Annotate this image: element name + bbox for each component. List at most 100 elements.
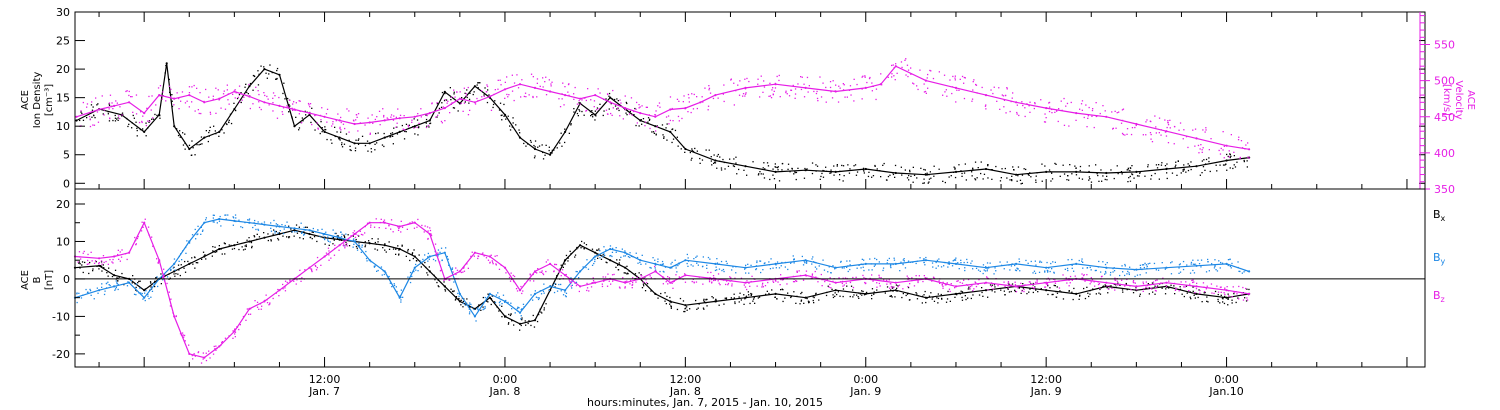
bz-point — [1023, 288, 1025, 291]
by-data-point — [338, 236, 341, 239]
by-point — [924, 264, 926, 266]
velocity-point — [1237, 139, 1240, 141]
by-point — [664, 266, 667, 268]
bz-point — [830, 287, 832, 289]
by-data-point — [1135, 268, 1138, 271]
bz-point — [852, 286, 855, 289]
velocity-point — [757, 78, 759, 80]
by-point — [937, 265, 939, 267]
bz-point — [731, 283, 733, 285]
bz-point — [1036, 279, 1038, 281]
ion-density-point — [321, 131, 323, 133]
bz-data-point — [1248, 292, 1251, 295]
bz-point — [1028, 281, 1030, 283]
velocity-point — [135, 94, 138, 96]
by-point — [748, 272, 750, 274]
bz-point — [945, 284, 948, 286]
by-point — [1105, 272, 1107, 274]
velocity-point — [1198, 152, 1200, 154]
ion-density-data-point — [984, 167, 988, 171]
velocity-point — [856, 83, 858, 86]
ion-density-point — [676, 136, 678, 138]
bz-point — [1162, 277, 1164, 279]
by-point — [830, 272, 832, 274]
bz-point — [102, 255, 105, 257]
bz-data-point — [368, 221, 371, 224]
ion-density-point — [887, 175, 890, 178]
ion-density-point — [1131, 173, 1133, 175]
by-point — [932, 266, 934, 268]
bz-point — [1033, 286, 1035, 289]
bz-point — [1155, 286, 1157, 288]
bz-point — [911, 277, 913, 279]
velocity-point — [467, 114, 470, 116]
bx-point — [725, 298, 727, 300]
bz-point — [449, 279, 451, 281]
bx-point — [896, 290, 898, 292]
velocity-point — [644, 125, 646, 127]
bx-point — [250, 241, 253, 244]
velocity-point — [999, 108, 1001, 110]
velocity-point — [551, 81, 553, 83]
by-point — [400, 301, 402, 303]
by-point — [768, 261, 770, 263]
velocity-point — [390, 116, 392, 118]
by-point — [391, 286, 393, 288]
velocity-point — [119, 117, 121, 120]
velocity-data-point — [308, 112, 311, 115]
bz-point — [762, 282, 764, 284]
bz-point — [624, 280, 626, 283]
bx-data-point — [338, 238, 341, 241]
ion-density-point — [145, 135, 147, 137]
bx-point — [583, 242, 585, 244]
bx-point — [682, 300, 685, 302]
velocity-point — [1081, 109, 1083, 111]
by-point — [312, 227, 314, 230]
bz-point — [1192, 279, 1194, 281]
by-point — [451, 268, 453, 270]
by-point — [1048, 267, 1050, 269]
bz-point — [1074, 275, 1076, 277]
by-point — [1153, 262, 1156, 265]
ion-density-point — [774, 163, 776, 165]
by-point — [674, 259, 676, 261]
ion-density-point — [288, 104, 290, 106]
by-point — [1073, 270, 1075, 272]
ion-density-point — [576, 112, 579, 115]
ion-density-point — [1062, 164, 1064, 166]
ion-density-point — [184, 148, 186, 150]
ion-density-point — [207, 140, 209, 143]
velocity-point — [311, 123, 313, 126]
by-point — [925, 256, 927, 259]
velocity-point — [871, 85, 874, 87]
ion-density-point — [253, 75, 255, 77]
bx-point — [964, 295, 966, 297]
ion-density-point — [494, 100, 496, 102]
ion-density-point — [221, 129, 223, 131]
by-point — [791, 261, 793, 263]
bx-point — [355, 245, 358, 248]
bx-point — [1181, 293, 1183, 295]
by-point — [629, 252, 631, 254]
by-data-point — [383, 270, 386, 273]
ion-density-point — [781, 169, 783, 171]
by-point — [305, 229, 307, 231]
by-data-point — [218, 217, 221, 221]
by-point — [162, 279, 164, 281]
by-point — [277, 224, 279, 226]
bx-point — [92, 268, 94, 270]
by-data-point — [248, 221, 251, 224]
bx-point — [377, 241, 379, 243]
ion-density-point — [916, 177, 918, 179]
velocity-point — [817, 100, 819, 102]
by-point — [497, 292, 499, 294]
bz-point — [529, 274, 531, 276]
bz-point — [489, 261, 491, 263]
by-point — [558, 283, 560, 286]
bx-point — [212, 251, 214, 253]
bx-point — [890, 289, 892, 291]
by-point — [1193, 263, 1196, 266]
bx-point — [703, 298, 705, 300]
bx-point — [244, 245, 246, 247]
